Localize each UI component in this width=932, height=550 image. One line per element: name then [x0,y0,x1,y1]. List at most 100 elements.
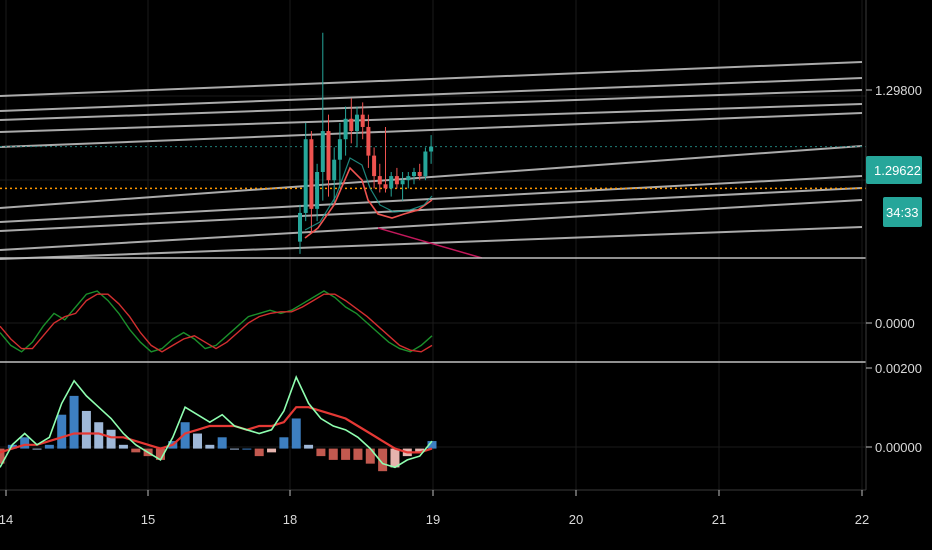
candle-body [366,126,371,156]
macd-histogram-bar [155,448,165,460]
macd-histogram-bar [254,448,264,457]
macd-histogram-bar [44,444,54,449]
macd-histogram-bar [378,448,388,472]
macd-histogram-bar [291,418,301,449]
vertical-gridlines [0,0,866,490]
time-axis-label: 20 [569,512,583,527]
candle-body [383,184,388,189]
macd-histogram-bar [180,422,190,449]
moving-average-overlays [304,157,483,259]
time-axis-label: 15 [141,512,155,527]
channel-line [0,77,863,112]
macd-histogram-bar [81,410,91,449]
macd-line [0,375,433,469]
channel-line [0,61,863,97]
time-axis-label: 21 [712,512,726,527]
macd-histogram-bar [267,448,277,453]
macd-histogram-bar [230,448,240,450]
channel-lines [0,61,863,260]
channel-line [0,187,863,232]
candle-body [412,172,416,177]
current-price-tag [866,156,922,184]
macd-histogram-bar [279,437,289,449]
candle-body [309,139,314,209]
candle-body [320,131,325,172]
candle-body [429,146,434,152]
magenta-trend-line [377,227,483,259]
moving-average-teal [304,157,433,231]
channel-line [0,199,863,251]
macd-histogram-bar [353,448,363,460]
macd-histogram-bar [217,437,227,449]
candle-body [343,118,348,140]
macd-signal-line [0,406,433,454]
macd-histogram-bar [118,444,128,449]
candle-body [303,139,308,213]
candle-body [389,176,394,189]
macd-histogram-bar [94,422,104,449]
channel-line [0,175,863,223]
macd-histogram-bar [316,448,326,457]
macd-histogram-bar [341,448,351,460]
time-axis-label: 14 [0,512,13,527]
macd-pane[interactable] [0,375,437,472]
candle-body [400,180,405,185]
current-price-label: 1.29622 [874,163,921,178]
channel-line [0,145,863,209]
candle-countdown-label: 34:33 [886,205,919,220]
stochastic-pane[interactable] [0,290,433,353]
macd-histogram-bar [390,448,400,468]
macd-histogram-bar [57,414,67,449]
macd-histogram-bar [304,444,314,449]
price-axis[interactable]: 1.29800 1.29622 34:33 [866,83,922,227]
stochastic-axis[interactable]: 0.0000 [866,316,915,331]
channel-line [0,103,863,133]
candle-body [360,114,365,127]
candle-body [372,155,377,177]
stochastic-line [0,290,433,353]
macd-histogram-bar [427,441,437,449]
macd-histogram-bar [7,444,17,449]
time-axis-label: 19 [426,512,440,527]
candle-body [355,114,359,132]
channel-line [0,89,863,121]
time-axis-label: 18 [283,512,297,527]
candle-body [326,131,331,181]
macd-histogram-bar [242,448,252,450]
candle-body [377,176,382,185]
candle-body [332,159,337,181]
countdown-tag [883,197,922,227]
macd-histogram-bar [328,448,338,460]
candle-body [417,172,422,177]
macd-histogram-bar [106,429,116,449]
candle-body [315,172,320,209]
candle-body [337,139,342,160]
time-axis[interactable]: 14 15 18 19 20 21 22 [0,490,869,527]
macd-axis-tick-label-top: 0.00200 [875,361,922,376]
price-axis-tick-label: 1.29800 [875,83,922,98]
candle-body [423,151,428,177]
stochastic-line [0,293,433,353]
macd-histogram-bar [69,395,79,449]
macd-histogram-bar [192,433,202,449]
macd-histogram-bar [32,448,42,450]
macd-axis-tick-label-zero: 0.00000 [875,440,922,455]
stoch-axis-tick-label: 0.0000 [875,316,915,331]
candle-body [298,212,302,242]
macd-histogram-bar [20,437,30,449]
candlesticks [298,32,434,254]
candle-body [406,176,411,181]
candle-body [349,118,354,132]
macd-histogram-bar [131,448,141,453]
macd-histogram-bar [415,448,425,453]
macd-axis[interactable]: 0.00200 0.00000 [866,361,922,455]
macd-histogram-bar [365,448,375,464]
macd-histogram-bar [205,444,215,449]
moving-average-red [304,166,433,239]
candle-body [394,176,399,185]
channel-line [0,112,863,148]
price-pane[interactable] [0,32,866,260]
time-axis-label: 22 [855,512,869,527]
